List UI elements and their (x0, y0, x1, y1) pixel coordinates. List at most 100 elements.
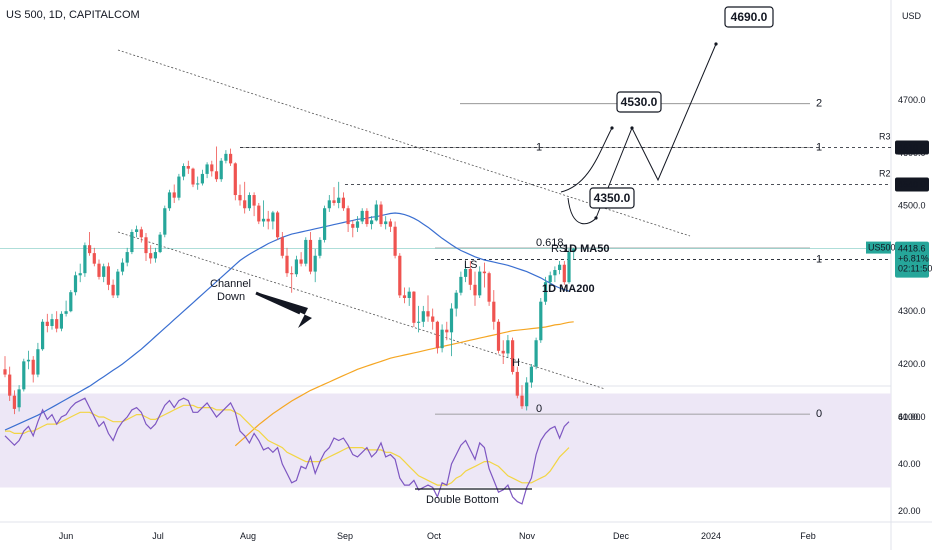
candle-body (144, 237, 148, 254)
candle (172, 184, 176, 203)
candle (567, 248, 571, 284)
candle-body (125, 252, 129, 263)
candle-body (224, 153, 228, 161)
candle-body (290, 273, 294, 275)
projection-path-a (560, 127, 613, 193)
candle-body (365, 210, 369, 225)
candle-body (172, 192, 176, 198)
candle (515, 366, 519, 399)
time-tick-label: Sep (337, 531, 353, 541)
candle (478, 266, 482, 298)
candle-body (393, 226, 397, 256)
last-price-countdown-text: 02:11:50 (898, 264, 932, 274)
ma200-line (234, 321, 574, 447)
candle (252, 192, 256, 217)
candle-body (445, 329, 449, 333)
candle (365, 208, 369, 227)
r2-label: R2 (879, 168, 891, 178)
candle (17, 385, 21, 412)
projection-arrow-head (610, 126, 614, 130)
candle (506, 334, 510, 358)
candle (332, 187, 336, 206)
candle-body (464, 268, 468, 277)
candle (553, 266, 557, 283)
candle (280, 232, 284, 259)
candle (379, 201, 383, 227)
candle-body (135, 229, 139, 232)
fib-level-label: 2 (816, 98, 822, 110)
candle (351, 220, 355, 238)
fib-level-label: 0.618 (536, 237, 564, 249)
currency-label: USD (902, 11, 922, 21)
candle (26, 350, 31, 370)
candle-body (69, 292, 73, 312)
callout-target-3-label: 4690.0 (731, 10, 768, 24)
time-tick-label: Feb (800, 531, 816, 541)
candle-body (379, 204, 383, 225)
candle-body (55, 319, 59, 329)
projection-path-c (595, 43, 717, 219)
candle-body (492, 301, 496, 322)
rsi-ma-line (5, 404, 570, 486)
candle (572, 247, 576, 260)
candle (534, 337, 538, 370)
candle-body (299, 259, 303, 264)
rs-label: RS (551, 243, 566, 255)
candle (454, 290, 458, 317)
price-tick-label: 4100.0 (898, 412, 926, 422)
candle (55, 311, 59, 333)
candle (45, 313, 49, 333)
candle (167, 189, 172, 211)
time-tick-label: Aug (240, 531, 256, 541)
candle-body (177, 176, 181, 198)
candle-body (294, 259, 298, 275)
time-tick-label: Oct (427, 531, 442, 541)
candle (219, 158, 223, 182)
candle-body (323, 208, 327, 240)
candle (525, 377, 529, 411)
candle-body (139, 229, 143, 238)
channel-lower-line (117, 231, 606, 390)
candle-body (92, 253, 96, 264)
candle (313, 248, 317, 283)
candle (402, 287, 407, 304)
candle-body (186, 166, 190, 169)
last-price-tag-text: 4418.6 (898, 244, 926, 254)
fib-level-label: 0 (816, 408, 822, 420)
candle-body (247, 195, 251, 209)
candle (153, 247, 157, 263)
candle (431, 308, 435, 330)
candle-body (435, 321, 439, 349)
candle (318, 237, 322, 259)
candle (200, 169, 204, 186)
candle (473, 271, 477, 306)
candle (41, 319, 45, 351)
candle (543, 276, 548, 305)
candle-body (449, 308, 454, 333)
candle-body (64, 311, 68, 314)
candle (88, 232, 92, 256)
candle (50, 313, 54, 330)
candle-body (337, 197, 341, 203)
candle-body (163, 208, 167, 235)
rsi-line (4, 397, 570, 505)
candle-body (257, 205, 261, 222)
candle (106, 262, 110, 291)
candle (304, 237, 308, 267)
candle-body (200, 173, 204, 184)
rsi-tick-label: 40.00 (898, 459, 921, 469)
candle (31, 356, 35, 383)
candle-body (182, 166, 186, 177)
candle (276, 210, 280, 240)
candle (346, 205, 350, 232)
candle-body (276, 212, 280, 238)
candle (290, 266, 294, 293)
candle (355, 216, 360, 232)
candle-body (214, 171, 219, 180)
candle (191, 167, 195, 188)
candle-body (327, 200, 331, 209)
candle-body (398, 255, 402, 296)
candle (130, 229, 134, 255)
candle (78, 263, 82, 283)
